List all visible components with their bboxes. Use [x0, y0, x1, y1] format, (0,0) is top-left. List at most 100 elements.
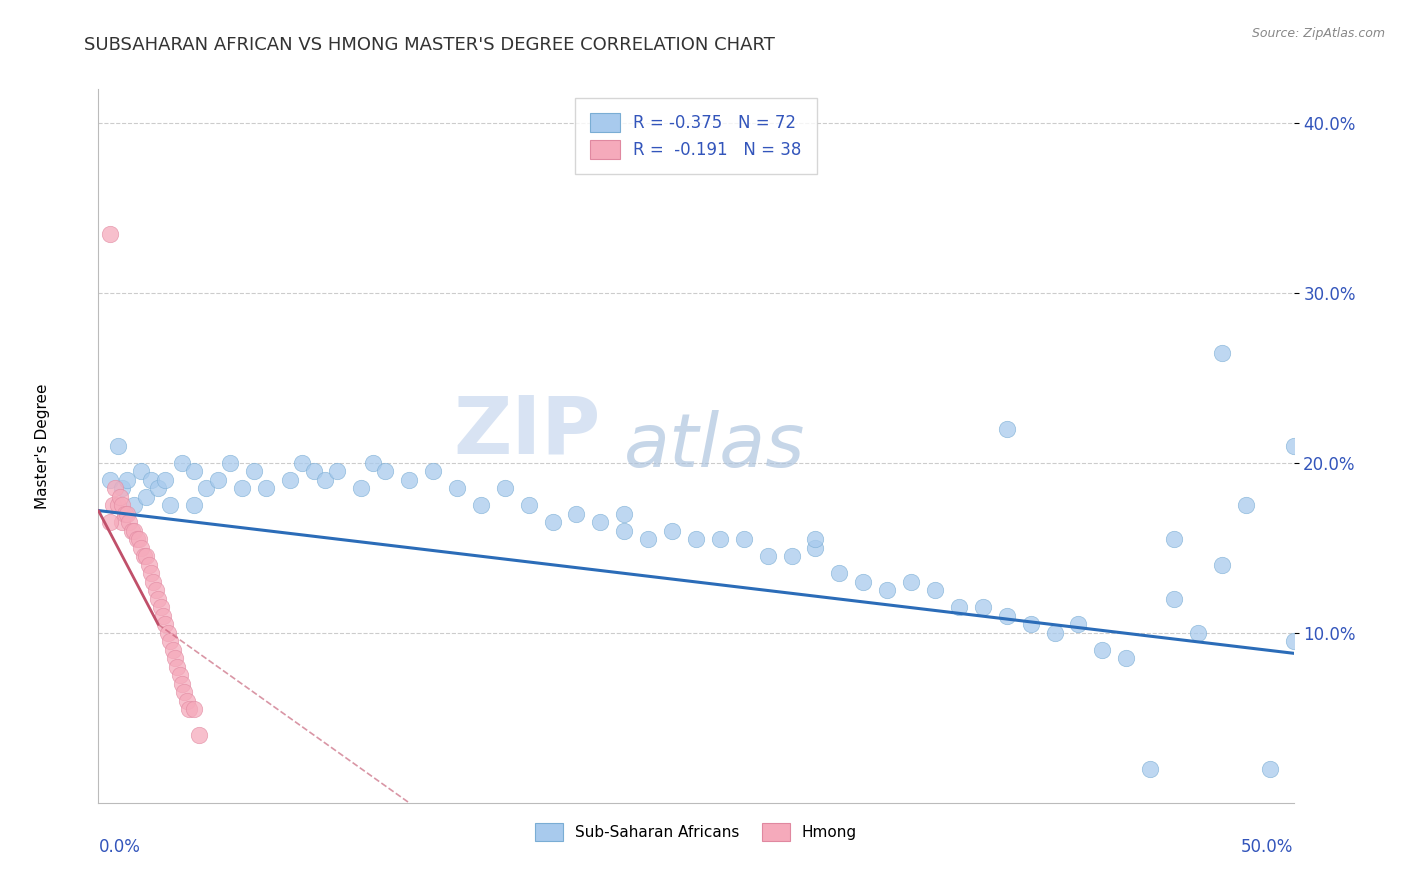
Point [172, 677, 194, 691]
Point [195, 482, 218, 496]
Point [661, 524, 683, 538]
Point [326, 465, 349, 479]
Point [1258, 762, 1281, 776]
Point [149, 600, 172, 615]
Point [254, 482, 277, 496]
Point [1067, 617, 1090, 632]
Point [131, 465, 153, 479]
Point [243, 465, 266, 479]
Point [121, 524, 143, 538]
Text: 0.0%: 0.0% [98, 838, 141, 856]
Point [139, 566, 162, 581]
Text: Source: ZipAtlas.com: Source: ZipAtlas.com [1251, 27, 1385, 40]
Point [517, 499, 540, 513]
Point [111, 516, 134, 530]
Point [163, 651, 186, 665]
Point [828, 566, 851, 581]
Point [291, 456, 314, 470]
Point [1187, 626, 1209, 640]
Point [155, 617, 177, 632]
Point [494, 482, 516, 496]
Text: SUBSAHARAN AFRICAN VS HMONG MASTER'S DEGREE CORRELATION CHART: SUBSAHARAN AFRICAN VS HMONG MASTER'S DEG… [84, 36, 775, 54]
Point [1282, 634, 1305, 648]
Point [152, 608, 174, 623]
Point [302, 465, 325, 479]
Point [131, 541, 153, 555]
Point [107, 499, 129, 513]
Point [115, 473, 138, 487]
Point [565, 507, 588, 521]
Point [98, 473, 122, 487]
Point [124, 499, 146, 513]
Point [145, 583, 167, 598]
Legend: Sub-Saharan Africans, Hmong: Sub-Saharan Africans, Hmong [527, 816, 865, 848]
Point [804, 533, 827, 547]
Point [159, 499, 181, 513]
Point [172, 456, 194, 470]
Point [1043, 626, 1066, 640]
Point [219, 456, 242, 470]
Point [685, 533, 707, 547]
Point [374, 465, 396, 479]
Point [187, 728, 209, 742]
Point [111, 482, 134, 496]
Point [135, 490, 157, 504]
Point [101, 499, 124, 513]
Point [398, 473, 420, 487]
Point [637, 533, 659, 547]
Point [156, 626, 179, 640]
Point [350, 482, 373, 496]
Point [876, 583, 898, 598]
Point [139, 473, 162, 487]
Point [1234, 499, 1257, 513]
Point [176, 694, 198, 708]
Point [278, 473, 301, 487]
Point [1091, 643, 1114, 657]
Point [1211, 345, 1233, 359]
Point [780, 549, 803, 564]
Point [108, 490, 131, 504]
Point [541, 516, 564, 530]
Point [107, 439, 129, 453]
Point [1019, 617, 1042, 632]
Point [111, 499, 134, 513]
Point [132, 549, 155, 564]
Point [148, 482, 170, 496]
Point [138, 558, 160, 572]
Point [1282, 439, 1305, 453]
Point [972, 600, 994, 615]
Point [1139, 762, 1161, 776]
Point [207, 473, 229, 487]
Point [900, 574, 922, 589]
Point [446, 482, 468, 496]
Text: ZIP: ZIP [453, 392, 600, 471]
Point [98, 227, 122, 241]
Point [142, 574, 165, 589]
Point [470, 499, 492, 513]
Point [118, 516, 141, 530]
Text: 50.0%: 50.0% [1241, 838, 1294, 856]
Point [125, 533, 148, 547]
Point [124, 524, 146, 538]
Point [733, 533, 755, 547]
Point [104, 482, 127, 496]
Point [1163, 533, 1185, 547]
Point [179, 702, 201, 716]
Point [231, 482, 253, 496]
Point [166, 660, 188, 674]
Point [363, 456, 385, 470]
Point [1115, 651, 1137, 665]
Point [804, 541, 827, 555]
Point [315, 473, 337, 487]
Point [162, 643, 184, 657]
Point [756, 549, 779, 564]
Point [422, 465, 444, 479]
Point [98, 516, 122, 530]
Point [183, 499, 205, 513]
Point [709, 533, 731, 547]
Point [995, 422, 1018, 436]
Point [135, 549, 157, 564]
Text: atlas: atlas [624, 410, 806, 482]
Point [995, 608, 1018, 623]
Point [613, 524, 636, 538]
